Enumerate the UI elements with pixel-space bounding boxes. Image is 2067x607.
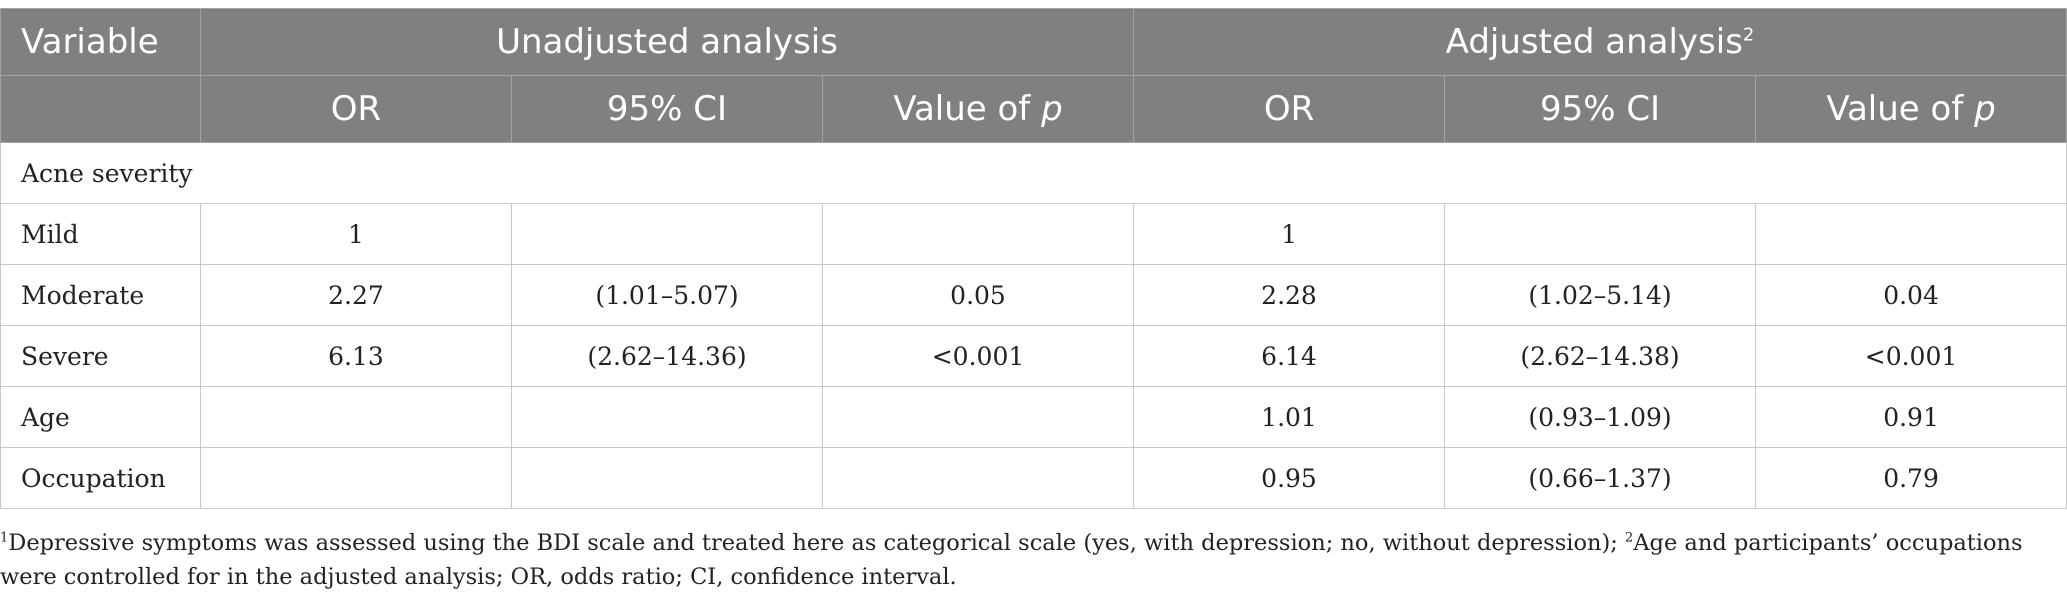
footnote-text-2: Age and participants’ occupations were c… xyxy=(0,530,2023,590)
header-adjusted-ci: 95% CI xyxy=(1444,75,1757,143)
table-row: Moderate 2.27 (1.01–5.07) 0.05 2.28 (1.0… xyxy=(0,264,2067,326)
row-variable: Moderate xyxy=(0,264,201,326)
cell-unadjusted-p xyxy=(821,203,1135,265)
table-body: Acne severity Mild 1 1 Moderate 2.27 (1.… xyxy=(0,142,2067,509)
cell-adjusted-ci xyxy=(1444,203,1757,265)
cell-unadjusted-or xyxy=(200,447,512,509)
cell-unadjusted-p: 0.05 xyxy=(821,264,1135,326)
header-unadjusted-or: OR xyxy=(200,75,512,143)
cell-unadjusted-ci: (1.01–5.07) xyxy=(511,264,823,326)
cell-adjusted-p: 0.91 xyxy=(1755,386,2067,448)
odds-ratio-table: Variable Unadjusted analysis Adjusted an… xyxy=(0,8,2067,509)
header-p-italic: p xyxy=(1041,89,1063,129)
cell-adjusted-ci: (0.66–1.37) xyxy=(1444,447,1757,509)
section-label: Acne severity xyxy=(0,142,2067,204)
row-variable: Age xyxy=(0,386,201,448)
row-variable: Occupation xyxy=(0,447,201,509)
header-adjusted-p: Value of p xyxy=(1755,75,2067,143)
cell-unadjusted-or: 1 xyxy=(200,203,512,265)
cell-adjusted-or: 0.95 xyxy=(1133,447,1446,509)
cell-unadjusted-ci xyxy=(511,203,823,265)
footnote-mark-1: 1 xyxy=(0,530,9,546)
cell-adjusted-p xyxy=(1755,203,2067,265)
header-empty-cell xyxy=(0,75,201,143)
footnote-text-1: Depressive symptoms was assessed using t… xyxy=(8,530,1626,556)
cell-adjusted-p: <0.001 xyxy=(1755,325,2067,387)
cell-adjusted-ci: (0.93–1.09) xyxy=(1444,386,1757,448)
cell-unadjusted-p: <0.001 xyxy=(821,325,1135,387)
header-variable: Variable xyxy=(0,8,201,76)
table-row: Age 1.01 (0.93–1.09) 0.91 xyxy=(0,386,2067,448)
table-header: Variable Unadjusted analysis Adjusted an… xyxy=(0,8,2067,143)
header-adjusted-label: Adjusted analysis xyxy=(1445,22,1743,62)
header-p-prefix: Value of xyxy=(1826,89,1975,129)
cell-adjusted-or: 1 xyxy=(1133,203,1446,265)
table-row: Severe 6.13 (2.62–14.36) <0.001 6.14 (2.… xyxy=(0,325,2067,387)
cell-unadjusted-ci xyxy=(511,447,823,509)
header-unadjusted-analysis: Unadjusted analysis xyxy=(199,8,1135,76)
header-row-sub: OR 95% CI Value of p OR 95% CI Value of … xyxy=(0,75,2067,143)
header-unadjusted-ci: 95% CI xyxy=(511,75,823,143)
header-p-italic: p xyxy=(1974,89,1996,129)
table-row: Occupation 0.95 (0.66–1.37) 0.79 xyxy=(0,447,2067,509)
table-footnote: 1Depressive symptoms was assessed using … xyxy=(0,526,2060,594)
results-table-container: Variable Unadjusted analysis Adjusted an… xyxy=(0,8,2067,509)
cell-unadjusted-or xyxy=(200,386,512,448)
header-adjusted-footnote-mark: 2 xyxy=(1742,24,1755,46)
cell-adjusted-p: 0.79 xyxy=(1755,447,2067,509)
cell-adjusted-or: 1.01 xyxy=(1133,386,1446,448)
cell-adjusted-ci: (2.62–14.38) xyxy=(1444,325,1757,387)
header-adjusted-analysis: Adjusted analysis2 xyxy=(1133,8,2067,76)
header-p-prefix: Value of xyxy=(893,89,1042,129)
cell-unadjusted-or: 2.27 xyxy=(200,264,512,326)
table-row: Mild 1 1 xyxy=(0,203,2067,265)
cell-unadjusted-p xyxy=(821,386,1135,448)
section-row-acne-severity: Acne severity xyxy=(0,142,2067,204)
header-adjusted-or: OR xyxy=(1133,75,1446,143)
cell-unadjusted-or: 6.13 xyxy=(200,325,512,387)
cell-adjusted-p: 0.04 xyxy=(1755,264,2067,326)
cell-adjusted-or: 6.14 xyxy=(1133,325,1446,387)
cell-adjusted-or: 2.28 xyxy=(1133,264,1446,326)
cell-unadjusted-ci: (2.62–14.36) xyxy=(511,325,823,387)
header-unadjusted-p: Value of p xyxy=(821,75,1135,143)
row-variable: Severe xyxy=(0,325,201,387)
header-row-group: Variable Unadjusted analysis Adjusted an… xyxy=(0,8,2067,76)
cell-unadjusted-p xyxy=(821,447,1135,509)
footnote-mark-2: 2 xyxy=(1625,530,1634,546)
cell-adjusted-ci: (1.02–5.14) xyxy=(1444,264,1757,326)
cell-unadjusted-ci xyxy=(511,386,823,448)
row-variable: Mild xyxy=(0,203,201,265)
